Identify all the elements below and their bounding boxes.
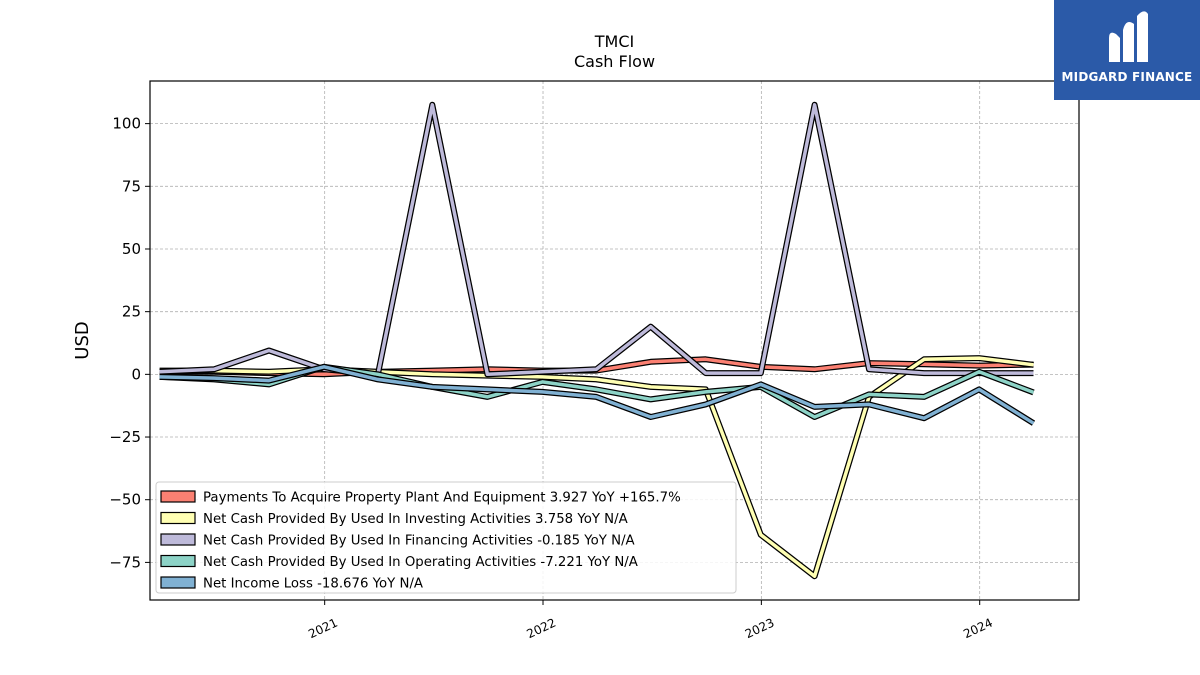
legend-label: Net Cash Provided By Used In Operating A… — [203, 555, 638, 570]
plot-frame — [149, 80, 1080, 601]
legend-swatch — [160, 533, 196, 546]
legend-item: Net Income Loss -18.676 YoY N/A — [160, 576, 423, 592]
legend-swatch — [160, 490, 196, 503]
legend-swatch — [160, 511, 196, 525]
logo-text: MIDGARD FINANCE — [1061, 70, 1193, 84]
y-axis-label: USD — [72, 321, 93, 359]
legend-label: Net Cash Provided By Used In Investing A… — [203, 512, 628, 527]
y-tick-label: −25 — [109, 428, 141, 446]
legend-item: Payments To Acquire Property Plant And E… — [160, 490, 681, 506]
legend-label: Payments To Acquire Property Plant And E… — [203, 491, 681, 506]
series-3 — [159, 101, 1034, 378]
series-line — [159, 103, 1034, 377]
x-tick-label: 2021 — [306, 616, 340, 642]
chart-subtitle: Cash Flow — [574, 52, 655, 71]
legend: Payments To Acquire Property Plant And E… — [155, 481, 737, 594]
legend-swatch — [160, 576, 196, 589]
x-tick-label: 2022 — [525, 616, 559, 642]
brand-logo: MIDGARD FINANCE — [1054, 0, 1200, 100]
y-tick-label: 75 — [122, 177, 141, 195]
series-line-outline — [159, 101, 1034, 378]
y-axis-ticks: 100 75 50 25 0 −25 −50 −75 — [109, 115, 150, 571]
y-tick-label: 50 — [122, 240, 141, 258]
series-5 — [159, 363, 1036, 426]
series-lines — [159, 101, 1036, 580]
x-tick-label: 2023 — [743, 616, 777, 642]
y-tick-label: 25 — [122, 303, 141, 321]
y-tick-label: −75 — [109, 553, 141, 571]
y-tick-label: 100 — [112, 115, 141, 133]
y-tick-label: −50 — [109, 491, 141, 509]
logo-mark-icon — [1109, 11, 1148, 62]
legend-item: Net Cash Provided By Used In Operating A… — [160, 554, 638, 570]
legend-box — [155, 481, 737, 594]
legend-item: Net Cash Provided By Used In Financing A… — [160, 533, 635, 549]
chart-title: TMCI — [594, 32, 634, 51]
legend-item: Net Cash Provided By Used In Investing A… — [160, 511, 628, 527]
x-axis-ticks: 2021 2022 2023 2024 — [306, 600, 995, 641]
legend-label: Net Income Loss -18.676 YoY N/A — [203, 577, 423, 592]
legend-swatch — [160, 554, 196, 568]
legend-label: Net Cash Provided By Used In Financing A… — [203, 534, 635, 549]
y-tick-label: 0 — [131, 365, 141, 383]
series-line — [159, 365, 1035, 425]
x-tick-label: 2024 — [961, 616, 995, 642]
